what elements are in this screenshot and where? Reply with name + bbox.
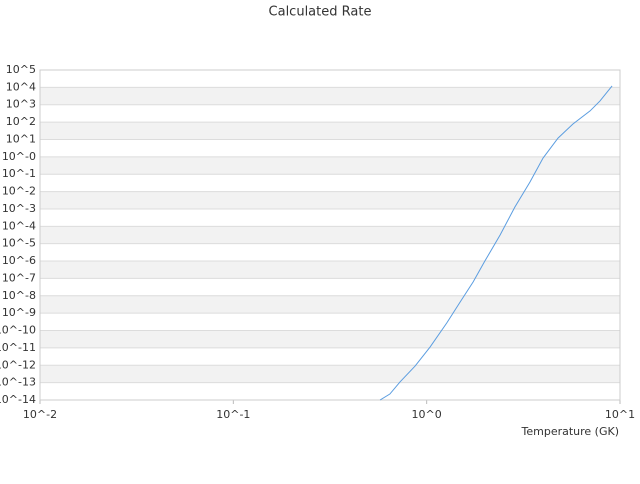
y-tick-label: 10^-11 [0,341,36,354]
grid-band [40,226,620,244]
x-axis-label: Temperature (GK) [521,425,620,438]
y-tick-label: 10^-5 [2,237,36,250]
grid-band [40,87,620,105]
y-tick-label: 10^2 [6,115,36,128]
x-tick-label: 10^0 [412,408,442,421]
y-tick-label: 10^-13 [0,376,36,389]
data-line [379,85,613,401]
y-tick-label: 10^-10 [0,324,36,337]
grid-band [40,122,620,140]
grid-band [40,295,620,314]
y-tick-label: 10^4 [6,80,36,93]
y-tick-label: 10^-3 [2,202,36,215]
grid-band [40,156,620,175]
grid-band [40,261,620,279]
y-tick-label: 10^3 [6,98,36,111]
x-tick-label: 10^1 [605,408,635,421]
plot-frame [39,69,621,401]
y-tick-label: 10^-7 [2,271,36,284]
y-tick-label: 10^-6 [2,254,36,267]
y-tick-label: 10^-12 [0,358,36,371]
y-tick-label: 10^-8 [2,289,36,302]
y-tick-label: 10^-9 [2,306,36,319]
grid-band [40,191,620,209]
y-tick-label: 10^-2 [2,185,36,198]
y-tick-label: 10^-1 [2,167,36,180]
y-tick-label: 10^5 [6,63,36,76]
y-tick-label: 10^-4 [2,219,36,232]
y-tick-label: 10^-0 [2,150,36,163]
y-tick-label: 10^1 [6,132,36,145]
grid-band [40,330,620,348]
grid-band [40,365,620,383]
x-tick-label: 10^-2 [23,408,57,421]
chart-title: Calculated Rate [269,5,372,20]
bands [40,87,620,383]
x-tick-label: 10^-1 [216,408,250,421]
y-tick-label: 10^-14 [0,393,36,406]
